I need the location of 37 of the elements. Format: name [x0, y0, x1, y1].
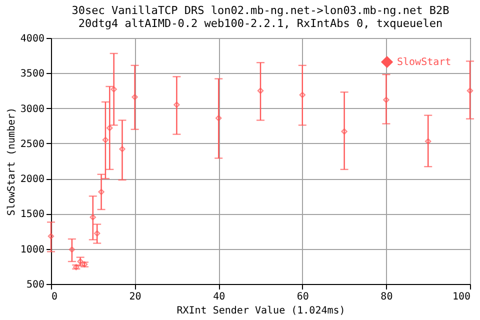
point [68, 246, 76, 253]
y-axis-title: SlowStart (number) [6, 107, 18, 216]
x-axis-title: RXInt Sender Value (1.024ms) [176, 306, 346, 316]
point [341, 128, 348, 135]
point [466, 88, 474, 94]
x-tick-label: 60 [296, 292, 309, 302]
y-tick-label: 2000 [20, 174, 44, 186]
point [383, 96, 390, 103]
point [174, 102, 180, 108]
y-tick-label: 500 [26, 280, 44, 290]
y-tick-label: 4000 [20, 34, 44, 44]
point [110, 86, 117, 92]
text: 30sec VanillaTCP DRS lon02.mb-ng.net->lon03.mb-ng.net B2B [72, 4, 450, 17]
point [299, 92, 306, 98]
point [102, 136, 109, 144]
point [90, 214, 96, 220]
point [132, 94, 138, 100]
x-tick-label: 40 [213, 292, 226, 302]
point [98, 188, 104, 196]
point [257, 88, 264, 94]
y-tick-label: 1500 [20, 209, 44, 220]
y-tick-label: 3500 [20, 68, 44, 80]
point [48, 233, 54, 240]
y-tick-label: 3000 [20, 104, 44, 115]
point [425, 138, 432, 144]
x-tick-label: 0 [52, 292, 58, 302]
y-tick-label: 2500 [20, 138, 44, 150]
x-tick-label: 80 [380, 292, 393, 302]
y-tick-label: 1000 [20, 244, 44, 256]
point [119, 146, 126, 152]
legend-label: SlowStart [397, 57, 452, 68]
text: 20dtg4 altAIMD-0.2 web100-2.2.1, RxIntAbs 0, txqueuelen [78, 17, 443, 30]
point [216, 115, 222, 122]
point [106, 124, 113, 132]
x-tick-label: 20 [129, 292, 142, 302]
x-tick-label: 100 [452, 292, 470, 302]
point [94, 230, 100, 236]
